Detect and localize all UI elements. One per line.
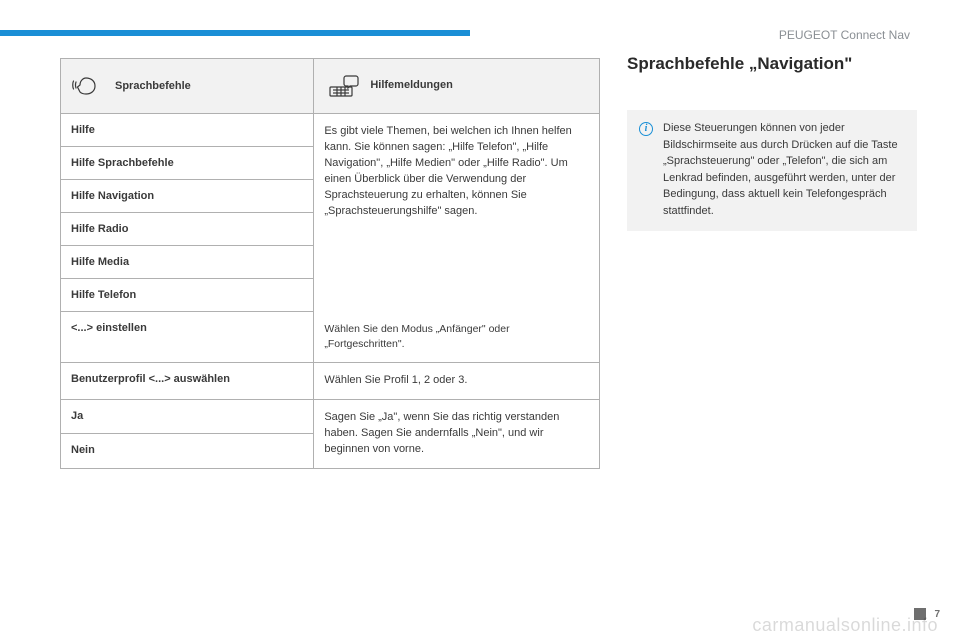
section-title: Sprachbefehle „Navigation"	[627, 54, 852, 74]
resp-cell: Wählen Sie den Modus „Anfänger" oder „Fo…	[314, 312, 600, 363]
header-product: PEUGEOT Connect Nav	[779, 28, 910, 42]
info-icon: i	[639, 122, 653, 136]
top-accent-bar	[0, 30, 470, 36]
watermark: carmanualsonline.info	[752, 615, 938, 636]
voice-commands-table: Sprachbefehle	[60, 58, 600, 469]
cmd-cell: Hilfe	[61, 114, 314, 147]
table-header-left: Sprachbefehle	[61, 59, 314, 114]
table-header-left-label: Sprachbefehle	[115, 80, 191, 92]
key-icon	[324, 73, 360, 99]
cmd-cell: Hilfe Radio	[61, 213, 314, 246]
table-row: Benutzerprofil <...> auswählen Wählen Si…	[61, 362, 600, 399]
cmd-cell: Hilfe Navigation	[61, 180, 314, 213]
cmd-cell: Nein	[61, 434, 314, 468]
resp-cell: Es gibt viele Themen, bei welchen ich Ih…	[314, 114, 600, 312]
resp-cell: Sagen Sie „Ja", wenn Sie das richtig ver…	[314, 399, 600, 468]
table-row: <...> einstellen Wählen Sie den Modus „A…	[61, 312, 600, 363]
resp-cell: Wählen Sie Profil 1, 2 oder 3.	[314, 362, 600, 399]
info-text: Diese Steuerungen können von jeder Bilds…	[663, 120, 905, 219]
cmd-cell: Hilfe Media	[61, 246, 314, 279]
cmd-cell: Hilfe Sprachbefehle	[61, 147, 314, 180]
page: PEUGEOT Connect Nav Sprachbefehle	[0, 0, 960, 640]
info-box: i Diese Steuerungen können von jeder Bil…	[627, 110, 917, 231]
table-header-row: Sprachbefehle	[61, 59, 600, 114]
voice-icon	[71, 73, 105, 99]
cmd-cell: Ja	[61, 399, 314, 433]
table-header-right-label: Hilfemeldungen	[370, 78, 453, 94]
cmd-cell: Hilfe Telefon	[61, 279, 314, 312]
cmd-cell: Benutzerprofil <...> auswählen	[61, 362, 314, 399]
table-header-right: Hilfemeldungen	[314, 59, 600, 114]
table-row: Ja Sagen Sie „Ja", wenn Sie das richtig …	[61, 399, 600, 433]
table-row: Hilfe Es gibt viele Themen, bei welchen …	[61, 114, 600, 147]
cmd-cell: <...> einstellen	[61, 312, 314, 363]
